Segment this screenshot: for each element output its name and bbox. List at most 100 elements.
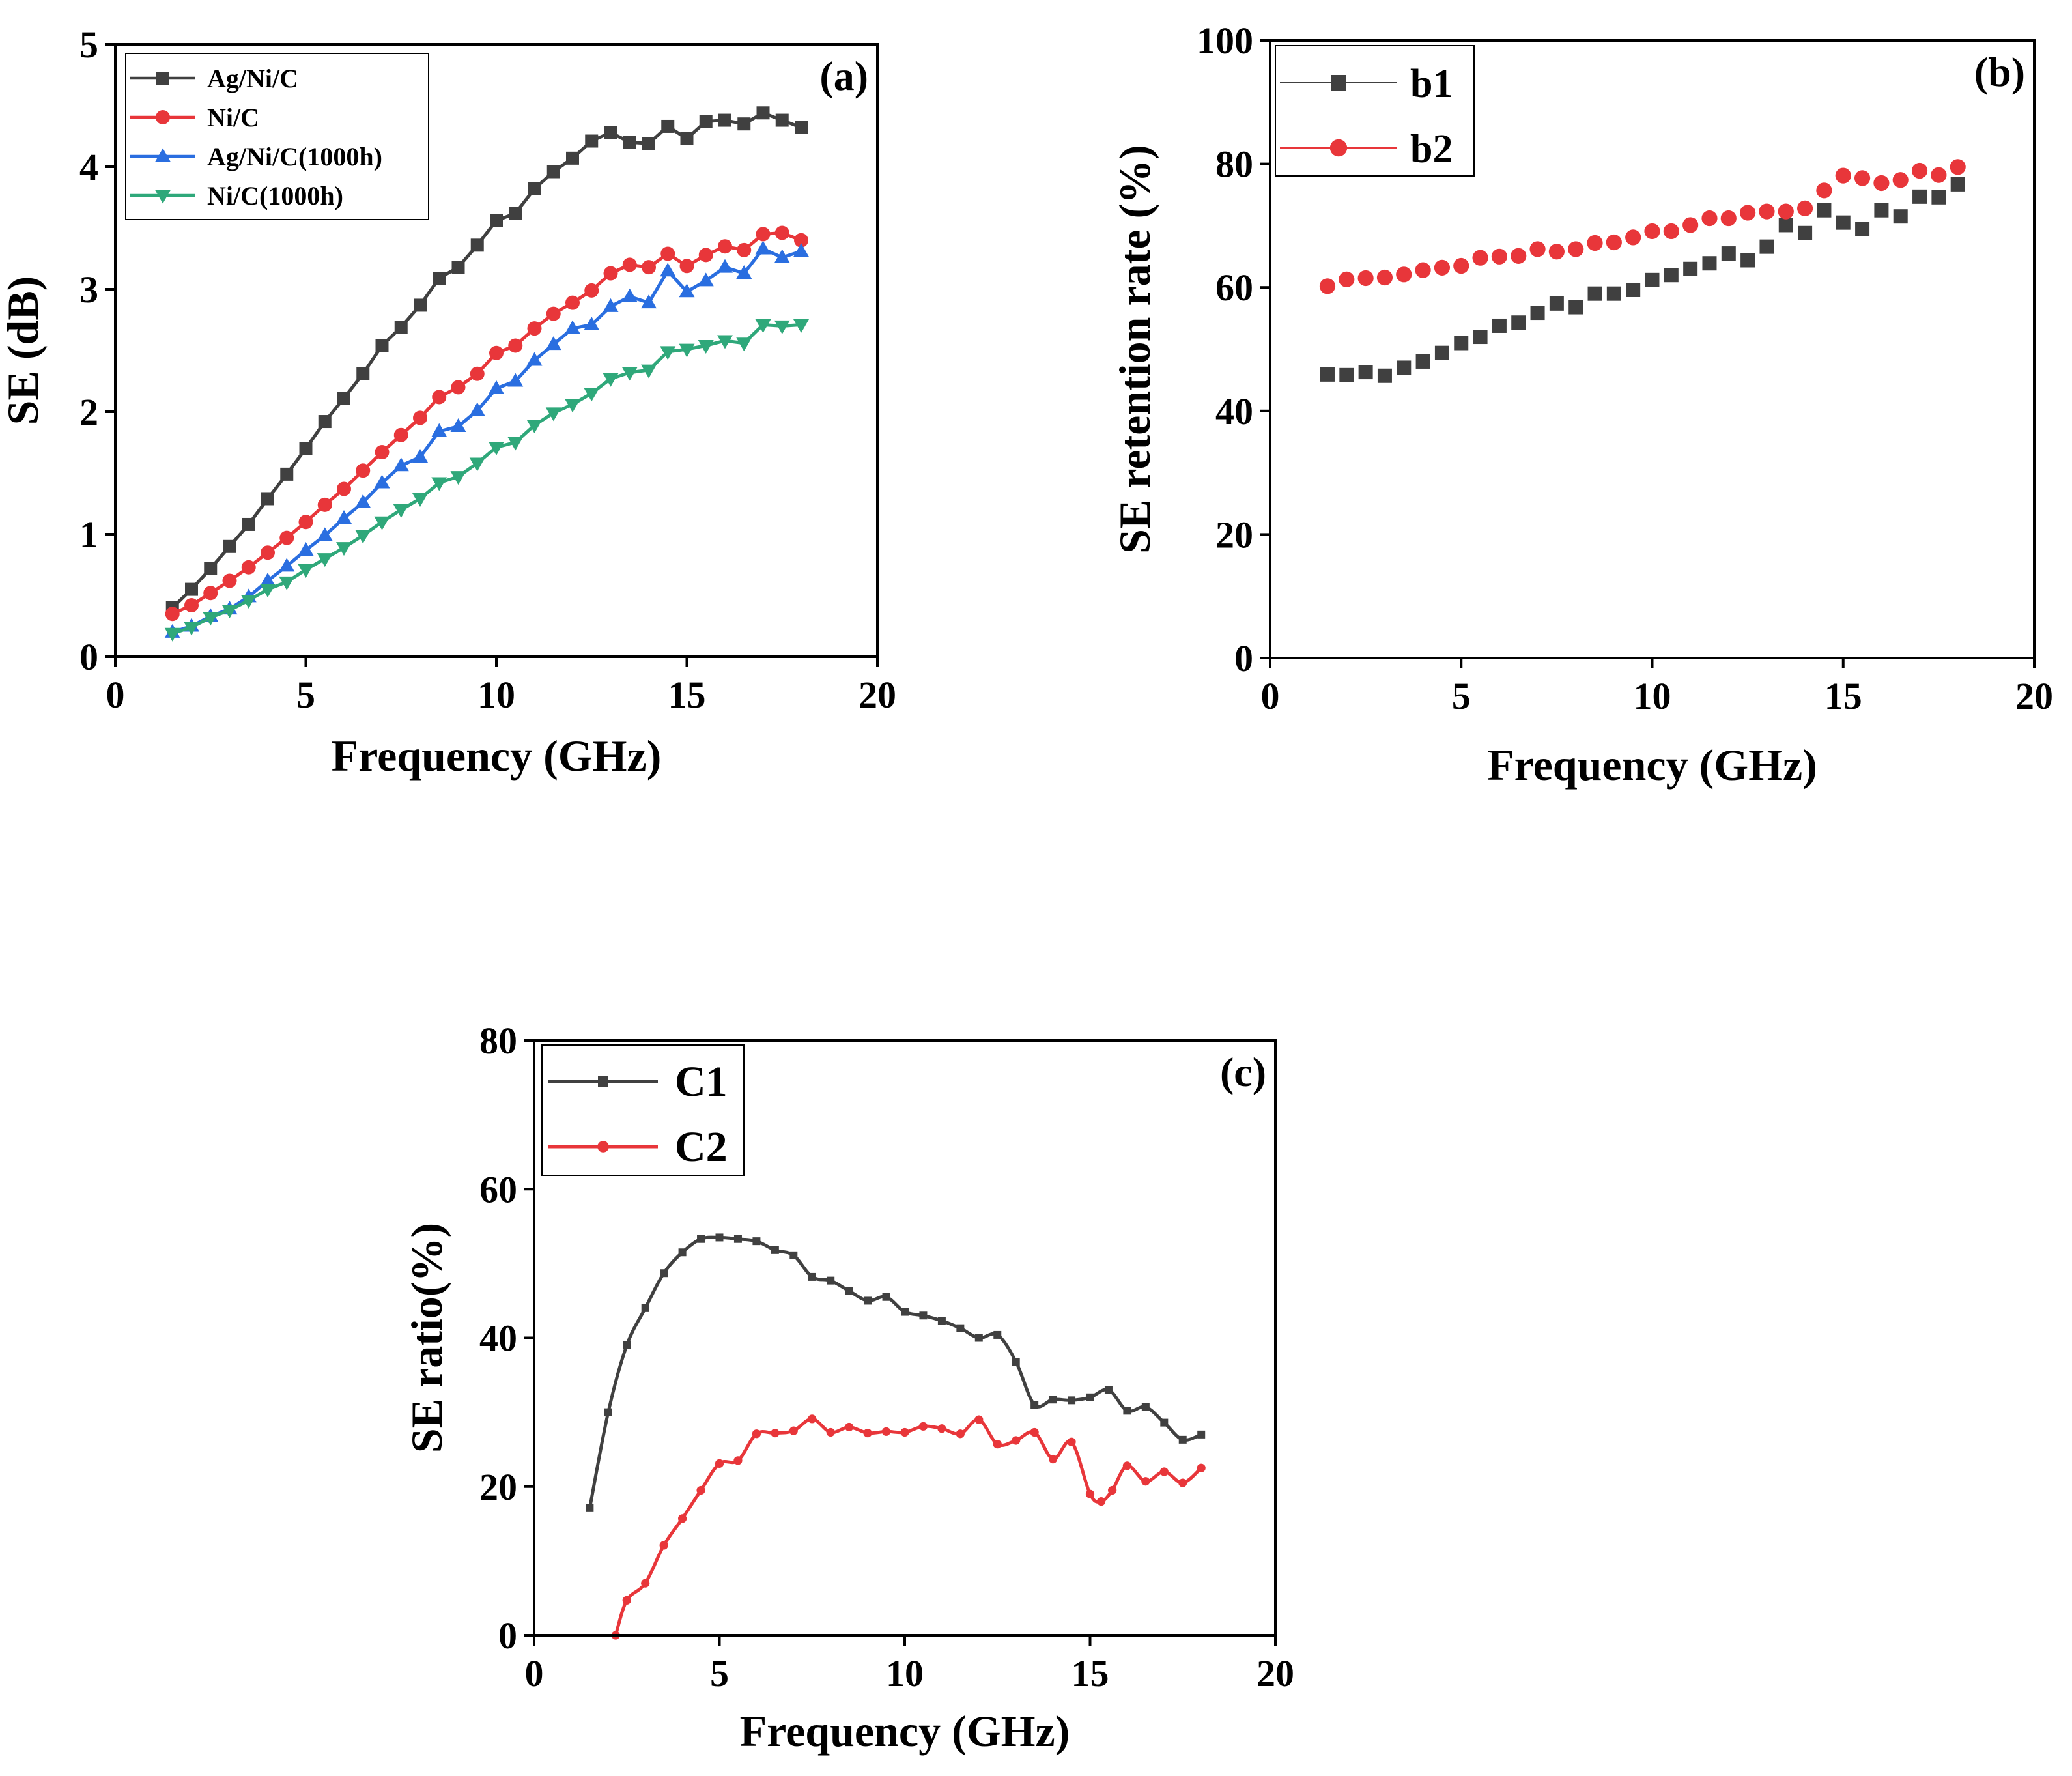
legend-marker-c2 xyxy=(597,1141,609,1153)
data-point-c1 xyxy=(1068,1396,1076,1405)
data-point-ni-c xyxy=(794,233,808,248)
data-point-ni-c xyxy=(356,463,371,478)
x-tick-label: 15 xyxy=(668,674,706,716)
data-point-c1 xyxy=(715,1233,724,1242)
data-point-ni-c xyxy=(375,445,390,460)
data-point-c1 xyxy=(1178,1435,1187,1444)
data-point-c1 xyxy=(1049,1396,1057,1404)
data-point-b1 xyxy=(1664,268,1679,283)
legend-label-c2: C2 xyxy=(675,1123,728,1171)
data-point-ag-ni-c-1000h xyxy=(469,402,485,416)
data-point-c2 xyxy=(900,1427,909,1437)
panel-c-x-axis-title: Frequency (GHz) xyxy=(740,1706,1070,1756)
y-tick-label: 0 xyxy=(1234,637,1253,680)
data-point-c2 xyxy=(622,1596,631,1605)
x-tick-label: 20 xyxy=(2015,675,2053,717)
data-point-c1 xyxy=(901,1308,909,1316)
data-point-b2 xyxy=(1816,182,1832,199)
data-point-c1 xyxy=(808,1272,816,1281)
legend-box xyxy=(1275,45,1475,177)
data-point-ni-c xyxy=(279,530,294,545)
data-point-c1 xyxy=(919,1311,928,1320)
data-point-c2 xyxy=(1085,1489,1095,1498)
data-point-b1 xyxy=(1912,189,1927,204)
data-point-ag-ni-c xyxy=(318,415,332,429)
data-point-ag-ni-c-1000h xyxy=(260,572,276,586)
data-point-b1 xyxy=(1377,368,1392,383)
data-point-b2 xyxy=(1797,200,1813,216)
data-point-b1 xyxy=(1702,256,1717,271)
y-tick-label: 80 xyxy=(479,1020,517,1062)
data-point-ni-c-1000h xyxy=(203,612,219,626)
data-point-b2 xyxy=(1548,244,1565,260)
data-point-c2 xyxy=(918,1422,928,1431)
data-point-b1 xyxy=(1568,300,1583,315)
series-line-ag-ni-c-1000h xyxy=(171,247,802,634)
data-point-ag-ni-c xyxy=(299,442,313,455)
data-point-b1 xyxy=(1454,336,1469,351)
data-point-ni-c-1000h xyxy=(431,477,447,491)
data-point-ni-c-1000h xyxy=(279,576,295,590)
data-point-ag-ni-c xyxy=(414,298,427,312)
panel-b-series-group xyxy=(1319,159,1966,383)
data-point-c2 xyxy=(715,1459,724,1468)
data-point-b2 xyxy=(1491,248,1507,265)
data-point-c1 xyxy=(733,1235,742,1243)
panel-b-chart: 0 5 10 15 20 0 20 40 60 80 100 Frequency (GHz) SE re… xyxy=(1110,20,2053,790)
x-tick-label: 5 xyxy=(296,674,315,716)
panel-c-chart: 0 5 10 15 20 0 20 40 60 80 Frequency (GHz) SE ratio… xyxy=(402,1020,1294,1756)
data-point-ag-ni-c xyxy=(718,113,731,127)
data-point-ni-c xyxy=(432,390,447,405)
data-point-ag-ni-c-1000h xyxy=(679,283,695,298)
data-point-ni-c xyxy=(565,295,580,310)
data-point-ni-c-1000h xyxy=(393,504,409,518)
data-point-ag-ni-c-1000h xyxy=(565,320,580,334)
legend-marker-c1 xyxy=(598,1076,608,1087)
data-point-c2 xyxy=(1159,1467,1169,1476)
data-point-ag-ni-c xyxy=(394,321,408,334)
data-point-c2 xyxy=(733,1456,743,1465)
data-point-c2 xyxy=(1096,1497,1106,1506)
panel-a-legend: Ag/Ni/C Ni/C Ag/Ni/C(1000h) Ni/C(1000h) xyxy=(125,53,429,220)
data-point-ni-c-1000h xyxy=(489,442,504,456)
data-point-ni-c-1000h xyxy=(469,457,485,472)
series-line-ni-c xyxy=(171,231,802,616)
data-point-ni-c-1000h xyxy=(565,399,580,413)
data-point-ag-ni-c xyxy=(661,119,675,133)
data-point-c2 xyxy=(956,1429,965,1439)
data-point-ag-ni-c-1000h xyxy=(355,494,371,508)
data-point-b2 xyxy=(1376,269,1393,286)
data-point-b2 xyxy=(1625,229,1641,246)
legend-label-c1: C1 xyxy=(675,1058,728,1106)
data-point-ag-ni-c xyxy=(509,207,522,220)
data-point-b1 xyxy=(1721,246,1736,261)
data-point-ag-ni-c-1000h xyxy=(621,288,638,302)
data-point-ni-c-1000h xyxy=(336,542,352,556)
data-point-b2 xyxy=(1892,172,1909,188)
data-point-ni-c-1000h xyxy=(374,516,390,530)
data-point-c2 xyxy=(1012,1436,1021,1445)
legend-marker-ag-ni-c xyxy=(156,72,169,85)
data-point-c1 xyxy=(1197,1430,1206,1439)
data-point-c2 xyxy=(993,1440,1002,1449)
data-point-b1 xyxy=(1683,261,1698,276)
data-point-b2 xyxy=(1911,162,1928,179)
data-point-ni-c xyxy=(546,306,561,321)
data-point-b1 xyxy=(1817,203,1832,218)
data-point-c1 xyxy=(586,1504,594,1512)
data-point-b2 xyxy=(1568,241,1584,257)
data-point-c2 xyxy=(937,1424,946,1433)
data-point-ni-c xyxy=(584,283,599,298)
y-tick-label: 40 xyxy=(1215,390,1253,433)
data-point-b1 xyxy=(1950,177,1965,192)
y-tick-label: 1 xyxy=(79,513,98,556)
data-point-b1 xyxy=(1606,286,1621,301)
data-point-b2 xyxy=(1606,234,1622,251)
data-point-ag-ni-c xyxy=(375,339,389,352)
data-point-ag-ni-c xyxy=(566,151,579,165)
legend-label-ni-c: Ni/C xyxy=(207,103,259,132)
panel-a-x-axis-title: Frequency (GHz) xyxy=(332,731,662,781)
y-tick-label: 60 xyxy=(1215,266,1253,309)
data-point-c1 xyxy=(956,1324,965,1332)
